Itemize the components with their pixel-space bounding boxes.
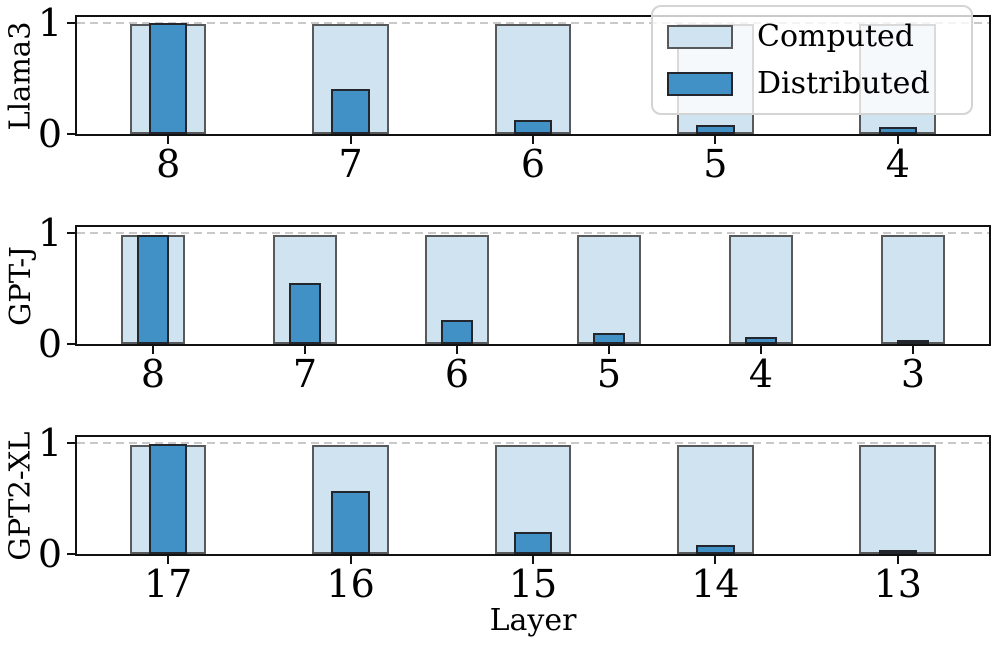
- distributed-bar: [331, 490, 370, 554]
- x-tick: [896, 556, 899, 564]
- distributed-bar: [878, 127, 917, 134]
- x-tick-label: 13: [873, 562, 922, 606]
- legend: Computed Distributed: [651, 5, 973, 115]
- distributed-bar: [593, 332, 625, 344]
- reference-line: [77, 21, 989, 24]
- plot-area: [75, 225, 991, 346]
- x-tick-label: 15: [508, 562, 558, 606]
- legend-label-computed: Computed: [757, 19, 915, 54]
- x-axis-title: Layer: [489, 603, 577, 638]
- x-tick: [167, 136, 170, 144]
- y-tick: [67, 21, 75, 24]
- x-tick-label: 6: [520, 142, 546, 186]
- computed-swatch-icon: [667, 24, 733, 49]
- legend-item-computed: Computed: [667, 19, 971, 54]
- x-tick-label: 5: [703, 142, 728, 186]
- x-tick-label: 16: [326, 562, 375, 606]
- distributed-bar: [149, 443, 188, 554]
- x-tick: [167, 556, 170, 564]
- reference-line: [77, 231, 989, 234]
- x-tick: [349, 556, 352, 564]
- computed-bar: [312, 23, 389, 134]
- x-tick: [349, 136, 352, 144]
- x-tick: [714, 136, 717, 144]
- x-tick: [152, 346, 154, 354]
- computed-bar: [881, 234, 945, 344]
- y-tick-label: 0: [37, 112, 62, 156]
- distributed-bar: [513, 119, 553, 134]
- x-tick-label: 4: [748, 352, 774, 396]
- x-tick: [608, 346, 610, 354]
- y-tick: [67, 133, 75, 135]
- y-tick-label: 1: [37, 210, 62, 255]
- distributed-bar: [441, 319, 473, 344]
- x-tick-label: 7: [292, 352, 318, 396]
- plot-area: [75, 435, 991, 556]
- y-tick: [67, 343, 75, 345]
- y-tick-label: 0: [37, 532, 62, 576]
- x-tick: [760, 346, 762, 354]
- distributed-bar: [696, 545, 735, 554]
- x-tick: [304, 346, 306, 354]
- y-tick-label: 1: [37, 420, 62, 465]
- distributed-bar: [696, 125, 735, 134]
- y-tick: [67, 553, 75, 555]
- subplot-gpt2-xl: GPT2-XL 17 16 15 14 13 0 1: [0, 421, 997, 625]
- x-tick-label: 14: [691, 562, 740, 606]
- computed-bar: [577, 234, 641, 344]
- x-tick: [532, 136, 534, 144]
- x-tick-label: 6: [444, 352, 470, 396]
- x-tick: [714, 556, 717, 564]
- x-tick: [912, 346, 914, 354]
- computed-bar: [494, 23, 572, 134]
- x-tick-label: 5: [596, 352, 622, 396]
- distributed-bar: [745, 337, 777, 344]
- computed-bar: [729, 234, 793, 344]
- distributed-bar: [513, 531, 553, 554]
- x-tick: [532, 556, 534, 564]
- subplot-gpt-j: GPT-J 8 7 6 5 4 3 0 1: [0, 211, 997, 415]
- distributed-swatch-icon: [667, 71, 733, 96]
- computed-bar: [859, 444, 937, 554]
- legend-item-distributed: Distributed: [667, 66, 971, 101]
- legend-label-distributed: Distributed: [757, 66, 930, 101]
- x-tick-label: 8: [140, 352, 166, 396]
- y-tick-label: 1: [37, 0, 62, 45]
- y-tick: [67, 231, 75, 234]
- distributed-bar: [137, 234, 169, 344]
- distributed-bar: [289, 282, 321, 344]
- y-tick: [67, 441, 75, 444]
- distributed-bar: [897, 339, 929, 344]
- distributed-bar: [149, 22, 188, 134]
- x-tick: [896, 136, 899, 144]
- x-tick-label: 7: [338, 142, 363, 186]
- x-tick: [456, 346, 458, 354]
- x-tick-label: 3: [900, 352, 926, 396]
- reference-line: [77, 441, 989, 444]
- x-tick-label: 17: [144, 562, 193, 606]
- x-tick-label: 8: [156, 142, 181, 186]
- x-tick-label: 4: [885, 142, 910, 186]
- distributed-bar: [878, 550, 917, 554]
- computed-bar: [677, 444, 754, 554]
- distributed-bar: [331, 89, 370, 134]
- y-axis-label-text: GPT-J: [3, 245, 37, 326]
- y-tick-label: 0: [37, 322, 62, 366]
